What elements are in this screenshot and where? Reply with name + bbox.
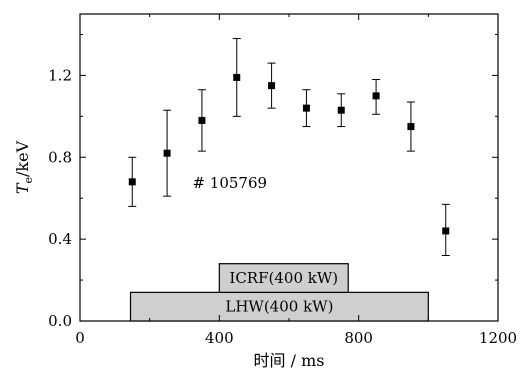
x-tick-label: 1200 bbox=[479, 329, 517, 347]
data-point bbox=[302, 104, 310, 112]
axis-ticks: 0 400 800 1200 0.0 0.4 0.8 1.2 bbox=[48, 14, 517, 347]
heating-bars: LHW(400 kW) ICRF(400 kW) bbox=[129, 263, 429, 322]
x-tick-label: 800 bbox=[344, 329, 373, 347]
icrf-heating-bar bbox=[218, 263, 349, 293]
x-tick-label: 0 bbox=[75, 329, 85, 347]
y-axis-title-unit: /keV bbox=[13, 140, 32, 177]
data-point bbox=[407, 123, 415, 131]
data-point bbox=[198, 116, 206, 124]
lhw-heating-label: LHW(400 kW) bbox=[225, 298, 333, 316]
data-point bbox=[128, 178, 136, 186]
x-tick-label: 400 bbox=[205, 329, 234, 347]
icrf-heating-label: ICRF(400 kW) bbox=[229, 269, 338, 287]
y-tick-label: 0.4 bbox=[48, 230, 72, 248]
data-points bbox=[128, 38, 450, 257]
y-axis-title-symbol: T bbox=[13, 182, 32, 194]
data-point bbox=[337, 106, 345, 114]
data-point bbox=[233, 73, 241, 81]
data-point bbox=[268, 82, 276, 90]
y-axis-title-subscript: e bbox=[22, 177, 35, 184]
y-tick-label: 0.8 bbox=[48, 148, 72, 166]
data-point bbox=[442, 227, 450, 235]
x-axis-title: 时间 / ms bbox=[254, 351, 325, 370]
y-tick-label: 0.0 bbox=[48, 312, 72, 330]
data-point bbox=[372, 92, 380, 100]
shot-number-label: # 105769 bbox=[192, 174, 267, 192]
data-point bbox=[163, 149, 171, 157]
y-axis-title: Te/keV bbox=[13, 140, 35, 194]
y-tick-label: 1.2 bbox=[48, 66, 72, 84]
